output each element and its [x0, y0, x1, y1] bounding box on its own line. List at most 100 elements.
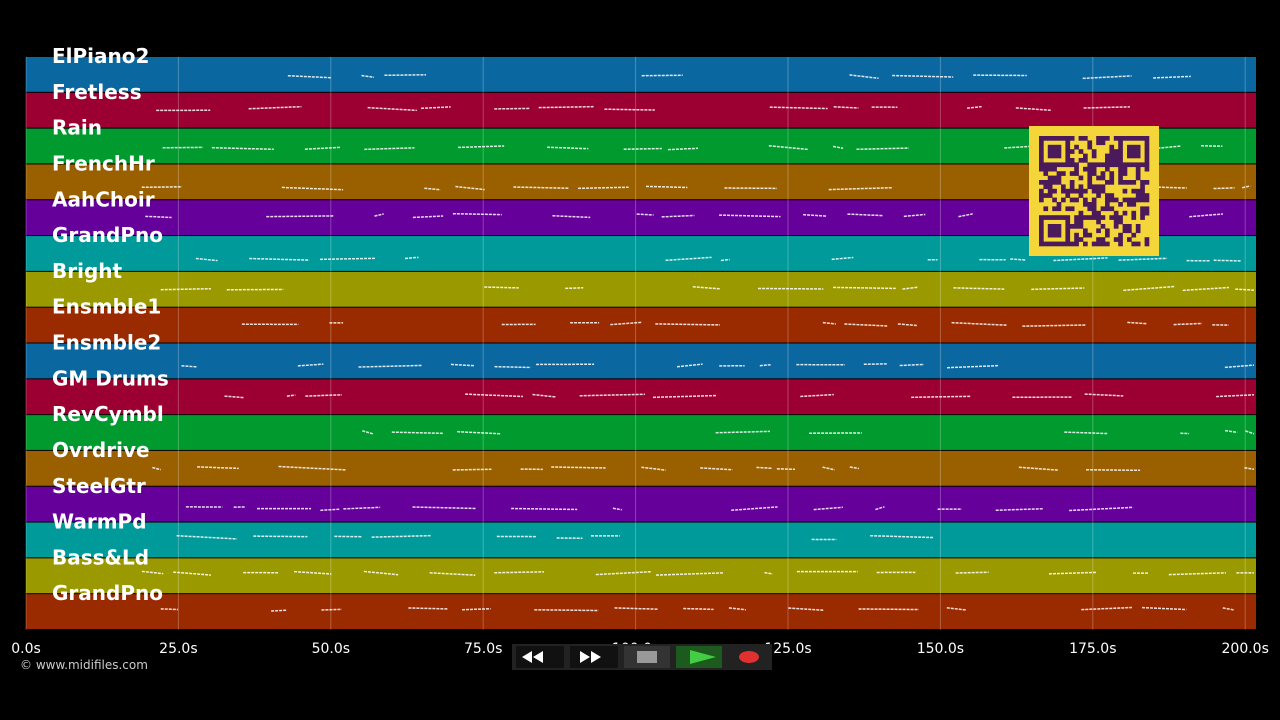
qr-cell	[1144, 153, 1150, 159]
note	[1082, 75, 1132, 80]
note	[604, 108, 655, 111]
qr-cell	[1043, 180, 1049, 185]
note	[579, 393, 645, 397]
note	[641, 466, 666, 471]
qr-cell	[1043, 136, 1049, 141]
qr-cell	[1100, 206, 1106, 212]
qr-cell	[1052, 144, 1057, 150]
qr-cell	[1131, 210, 1137, 216]
note	[715, 430, 770, 434]
qr-cell	[1074, 144, 1079, 150]
note	[897, 323, 918, 327]
qr-cell	[1127, 144, 1132, 150]
note	[610, 321, 643, 326]
qr-cell	[1087, 206, 1093, 212]
tick-label: 50.0s	[312, 641, 350, 657]
note	[856, 147, 909, 151]
qr-cell	[1052, 149, 1057, 154]
qr-cell	[1043, 166, 1049, 172]
track-name: Rain	[52, 116, 102, 140]
note	[655, 572, 724, 576]
qr-cell	[1127, 153, 1132, 159]
qr-cell	[1100, 188, 1106, 194]
qr-cell	[1091, 241, 1097, 247]
qr-cell	[1113, 224, 1119, 229]
qr-cell	[1127, 136, 1132, 141]
qr-cell	[1074, 162, 1079, 168]
qr-cell	[1087, 140, 1093, 146]
qr-cell	[1091, 162, 1097, 168]
qr-cell	[1087, 144, 1093, 150]
note	[455, 185, 485, 191]
qr-code	[1029, 126, 1159, 256]
play-button[interactable]	[676, 646, 722, 668]
qr-cell	[1113, 149, 1119, 154]
note	[903, 213, 926, 218]
note	[1224, 364, 1255, 369]
track-name: AahChoir	[52, 187, 155, 211]
record-button[interactable]	[728, 646, 770, 668]
stop-button[interactable]	[624, 646, 670, 668]
qr-cell	[1096, 237, 1101, 242]
qr-cell	[1056, 171, 1062, 176]
qr-cell	[1144, 237, 1150, 242]
note	[551, 466, 606, 469]
note	[813, 506, 843, 511]
note	[1216, 394, 1255, 398]
qr-cell	[1056, 149, 1062, 154]
qr-cell	[1065, 136, 1071, 141]
note	[764, 571, 773, 575]
qr-cell	[1135, 175, 1141, 181]
qr-cell	[1122, 162, 1128, 168]
forward-button[interactable]	[570, 646, 618, 668]
qr-cell	[1144, 136, 1150, 141]
qr-cell	[1083, 197, 1088, 203]
qr-cell	[1078, 224, 1084, 229]
icon	[637, 651, 657, 663]
qr-cell	[1074, 215, 1079, 220]
note	[494, 365, 531, 369]
rewind-button[interactable]	[516, 646, 564, 668]
qr-cell	[1087, 162, 1093, 168]
qr-cell	[1047, 162, 1053, 168]
note	[1083, 106, 1130, 109]
qr-cell	[1118, 144, 1123, 150]
tick-label: 125.0s	[764, 641, 811, 657]
icon	[690, 650, 716, 664]
tick-label: 0.0s	[11, 641, 41, 657]
qr-cell	[1100, 237, 1106, 242]
qr-cell	[1056, 162, 1062, 168]
track-name: Ensmble1	[52, 295, 161, 319]
note	[652, 394, 717, 399]
note	[367, 106, 417, 112]
qr-cell	[1047, 144, 1053, 150]
qr-cell	[1105, 206, 1110, 212]
note	[1015, 107, 1051, 112]
note	[287, 74, 332, 79]
note	[759, 363, 771, 367]
qr-cell	[1074, 171, 1079, 176]
qr-cell	[1118, 149, 1123, 154]
icon	[522, 651, 543, 663]
qr-cell	[1113, 237, 1119, 242]
qr-cell	[1135, 162, 1141, 168]
qr-cell	[1096, 140, 1101, 146]
tick-label: 150.0s	[917, 641, 964, 657]
qr-cell	[1113, 210, 1119, 216]
note	[195, 257, 218, 262]
qr-cell	[1087, 180, 1093, 185]
qr-cell	[1140, 206, 1145, 212]
qr-cell	[1052, 232, 1057, 238]
qr-cell	[1091, 202, 1097, 207]
note	[364, 147, 415, 151]
qr-cell	[1100, 241, 1106, 247]
qr-cell	[1100, 162, 1106, 168]
note	[176, 534, 237, 540]
qr-cell	[1109, 162, 1115, 168]
qr-cell	[1043, 171, 1049, 176]
qr-cell	[1069, 188, 1075, 194]
qr-cell	[1118, 232, 1123, 238]
note	[281, 186, 344, 191]
qr-cell	[1096, 219, 1101, 225]
